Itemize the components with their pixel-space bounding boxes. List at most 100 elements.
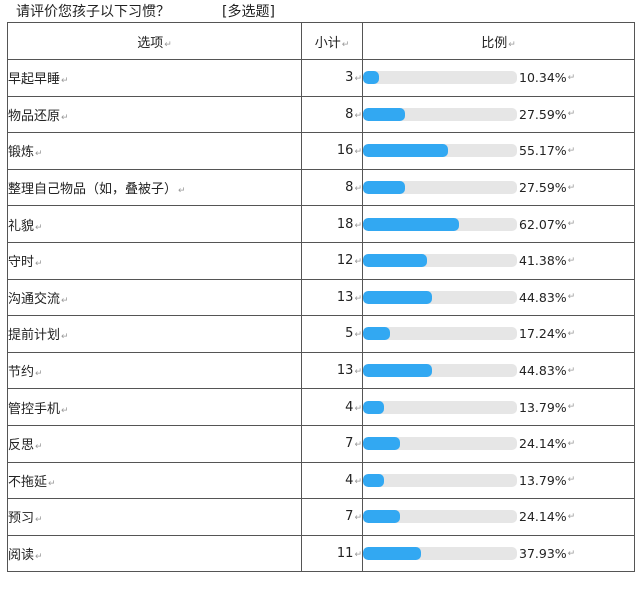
percent-value: 17.24% xyxy=(519,326,567,342)
progress-bar-fill xyxy=(363,217,459,231)
count-cell: 16↵ xyxy=(301,132,363,170)
table-row: 早起早睡↵ 3↵ 10.34% ↵ xyxy=(7,59,635,97)
progress-bar-fill xyxy=(363,144,448,158)
paragraph-mark-icon: ↵ xyxy=(354,184,362,195)
paragraph-mark-icon: ↵ xyxy=(508,39,516,50)
paragraph-mark-icon: ↵ xyxy=(354,330,362,341)
progress-bar-fill xyxy=(363,181,406,195)
ratio-cell: 24.14% ↵ xyxy=(362,498,635,536)
count-cell: 8↵ xyxy=(301,95,363,134)
count-cell: 7↵ xyxy=(301,424,363,463)
paragraph-mark-icon: ↵ xyxy=(354,257,362,268)
paragraph-mark-icon: ↵ xyxy=(567,145,576,156)
percent-value: 13.79% xyxy=(519,472,567,488)
progress-bar-fill xyxy=(363,71,379,85)
paragraph-mark-icon: ↵ xyxy=(35,552,43,563)
count-value: 12 xyxy=(336,253,354,269)
paragraph-mark-icon: ↵ xyxy=(35,369,43,380)
paragraph-mark-icon: ↵ xyxy=(35,222,43,233)
ratio-bar-group: 13.79% ↵ xyxy=(363,400,634,415)
ratio-bar-group: 27.59% ↵ xyxy=(363,107,634,122)
paragraph-mark-icon: ↵ xyxy=(567,511,576,522)
progress-bar-track xyxy=(363,71,517,85)
count-value: 5 xyxy=(345,326,354,342)
table-row: 反思↵ 7↵ 24.14% ↵ xyxy=(7,424,635,463)
count-value: 7 xyxy=(345,436,354,452)
option-label: 管控手机 xyxy=(8,401,61,417)
paragraph-mark-icon: ↵ xyxy=(354,440,362,451)
question-text: 请评价您孩子以下习惯？ xyxy=(16,4,170,20)
option-cell: 锻炼↵ xyxy=(7,132,302,170)
progress-bar-track xyxy=(363,437,517,451)
question-type-label: [多选题] xyxy=(222,4,275,20)
paragraph-mark-icon: ↵ xyxy=(567,219,576,230)
paragraph-mark-icon: ↵ xyxy=(567,548,576,559)
option-label: 礼貌 xyxy=(8,218,35,234)
paragraph-mark-icon: ↵ xyxy=(354,476,362,487)
paragraph-mark-icon: ↵ xyxy=(35,149,43,160)
ratio-cell: 17.24% ↵ xyxy=(362,315,635,353)
option-cell: 节约↵ xyxy=(7,351,302,390)
count-cell: 12↵ xyxy=(301,241,363,280)
question-title: 请评价您孩子以下习惯？ [多选题] xyxy=(16,3,275,21)
option-label: 不拖延 xyxy=(8,474,48,490)
progress-bar-track xyxy=(363,290,517,304)
paragraph-mark-icon: ↵ xyxy=(567,109,576,120)
progress-bar-fill xyxy=(363,547,422,561)
table-row: 沟通交流↵ 13↵ 44.83% ↵ xyxy=(7,278,635,317)
progress-bar-fill xyxy=(363,473,385,487)
progress-bar-fill xyxy=(363,327,390,341)
option-label: 整理自己物品（如，叠被子） xyxy=(8,182,178,198)
count-cell: 8↵ xyxy=(301,168,363,207)
paragraph-mark-icon: ↵ xyxy=(354,147,362,158)
ratio-bar-group: 24.14% ↵ xyxy=(363,436,634,451)
option-label: 守时 xyxy=(8,255,35,271)
count-cell: 18↵ xyxy=(301,205,363,243)
table-row: 锻炼↵ 16↵ 55.17% ↵ xyxy=(7,132,635,170)
ratio-bar-group: 10.34% ↵ xyxy=(363,70,634,85)
percent-value: 41.38% xyxy=(519,253,567,269)
table-row: 守时 ↵ 12↵ 41.38% ↵ xyxy=(7,241,635,280)
table-row: 管控手机↵ 4↵ 13.79% ↵ xyxy=(7,388,635,426)
option-cell: 阅读↵ xyxy=(7,534,302,573)
paragraph-mark-icon: ↵ xyxy=(567,402,576,413)
option-label: 提前计划 xyxy=(8,328,61,344)
progress-bar-track xyxy=(363,547,517,561)
header-row: 选项↵ 小计↵ 比例↵ xyxy=(7,22,635,60)
percent-value: 13.79% xyxy=(519,399,567,415)
count-cell: 13↵ xyxy=(301,278,363,317)
paragraph-mark-icon: ↵ xyxy=(48,478,56,489)
ratio-cell: 55.17% ↵ xyxy=(362,132,635,170)
progress-bar-track xyxy=(363,327,517,341)
progress-bar-fill xyxy=(363,437,401,451)
progress-bar-track xyxy=(363,254,517,268)
table-row: 礼貌↵ 18↵ 62.07% ↵ xyxy=(7,205,635,243)
progress-bar-track xyxy=(363,217,517,231)
result-table: 选项↵ 小计↵ 比例↵ 早起早睡↵ 3↵ 10.34% ↵ 物品还原↵ 8↵ 27.59% ↵… xyxy=(7,22,635,573)
header-ratio: 比例↵ xyxy=(362,22,635,60)
ratio-cell: 27.59% ↵ xyxy=(362,95,635,134)
paragraph-mark-icon: ↵ xyxy=(35,515,43,526)
progress-bar-track xyxy=(363,107,517,121)
option-label: 早起早睡 xyxy=(8,72,61,88)
paragraph-mark-icon: ↵ xyxy=(354,110,362,121)
paragraph-mark-icon: ↵ xyxy=(61,76,69,87)
ratio-bar-group: 41.38% ↵ xyxy=(363,253,634,268)
count-value: 4 xyxy=(345,399,354,415)
ratio-bar-group: 13.79% ↵ xyxy=(363,473,634,488)
paragraph-mark-icon: ↵ xyxy=(354,74,362,85)
progress-bar-track xyxy=(363,181,517,195)
count-cell: 3↵ xyxy=(301,59,363,97)
paragraph-mark-icon: ↵ xyxy=(61,332,69,343)
paragraph-mark-icon: ↵ xyxy=(567,365,576,376)
ratio-cell: 44.83% ↵ xyxy=(362,278,635,317)
percent-value: 44.83% xyxy=(519,363,567,379)
ratio-cell: 44.83% ↵ xyxy=(362,351,635,390)
option-label: 物品还原 xyxy=(8,108,61,124)
count-cell: 5↵ xyxy=(301,315,363,353)
count-cell: 4↵ xyxy=(301,461,363,500)
option-cell: 沟通交流↵ xyxy=(7,278,302,317)
option-cell: 整理自己物品（如，叠被子）↵ xyxy=(7,168,302,207)
count-value: 13 xyxy=(336,289,354,305)
ratio-bar-group: 62.07% ↵ xyxy=(363,217,634,232)
